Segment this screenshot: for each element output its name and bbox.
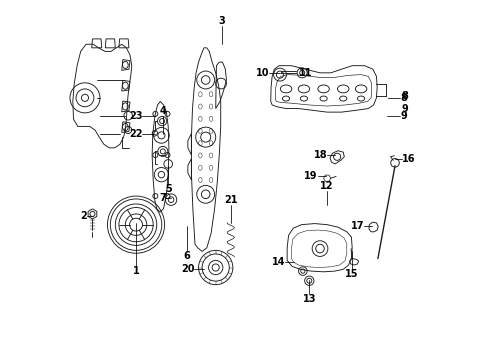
Text: 8: 8 [400, 93, 407, 103]
Text: 7: 7 [159, 193, 166, 203]
Text: 1: 1 [133, 266, 140, 276]
Text: 13: 13 [302, 294, 316, 304]
Text: 10: 10 [256, 68, 270, 78]
Text: 11: 11 [299, 68, 313, 78]
Text: 5: 5 [165, 184, 172, 194]
Text: 9: 9 [400, 111, 407, 121]
Text: 2: 2 [80, 211, 87, 221]
Text: 12: 12 [320, 181, 334, 191]
Text: 22: 22 [129, 129, 143, 139]
Text: 8: 8 [401, 91, 408, 101]
Text: 18: 18 [314, 150, 327, 160]
Text: 20: 20 [181, 264, 194, 274]
Text: 19: 19 [304, 171, 318, 181]
Text: 3: 3 [219, 17, 225, 26]
Text: 16: 16 [402, 154, 416, 163]
Text: 14: 14 [272, 257, 285, 267]
Text: 4: 4 [159, 106, 166, 116]
Text: 15: 15 [345, 269, 359, 279]
Text: 17: 17 [350, 221, 364, 231]
Text: 21: 21 [224, 195, 238, 205]
Text: 6: 6 [184, 251, 191, 261]
Text: 23: 23 [129, 111, 143, 121]
Text: 9: 9 [401, 104, 408, 113]
